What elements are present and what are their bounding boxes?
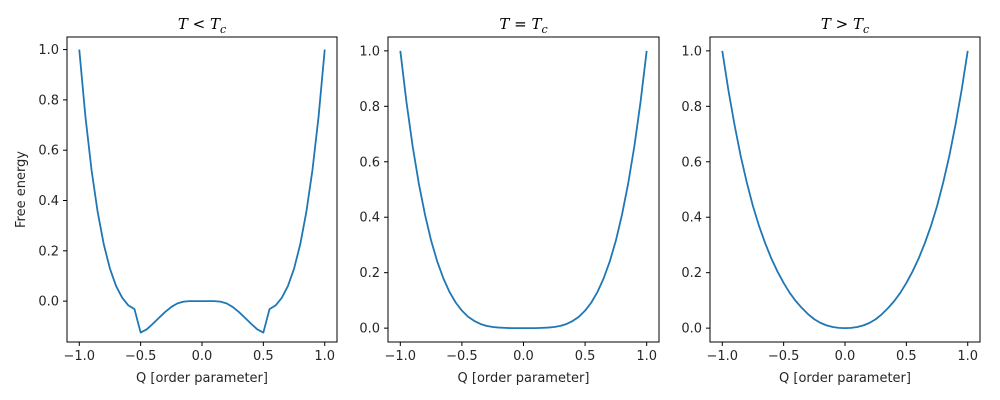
- panel-1-x-tick-label: 1.0: [314, 349, 335, 364]
- panel-3-x-tick-label: −0.5: [768, 349, 800, 364]
- panel-3-x-tick-label: 0.0: [835, 349, 856, 364]
- panel-2-y-tick-label: 0.6: [359, 155, 380, 170]
- panel-2-y-tick-label: 0.2: [359, 266, 380, 281]
- panel-1-y-tick-label: 0.6: [38, 144, 59, 159]
- panel-1-x-tick-label: 0.0: [192, 349, 213, 364]
- panel-1-x-tick-label: −1.0: [63, 349, 95, 364]
- panel-1-series-line-1: [78, 49, 326, 334]
- panel-3-y-tick-label: 0.4: [681, 211, 702, 226]
- panel-1-x-tick-label: 0.5: [253, 349, 274, 364]
- chart-panel-2: −1.0 −0.5 0.0 0.5 1.0 0.0 0.2 0.4 0.6 0.8 1.0 Q [or…: [359, 15, 660, 386]
- chart-panel-1: −1.0 −0.5 0.0 0.5 1.0 0.0 0.2 0.4 0.6 0.8 1.0 Q [or…: [14, 15, 338, 386]
- panel-2-y-tick-label: 0.4: [359, 211, 380, 226]
- panel-3-x-axis-label: Q [order parameter]: [779, 371, 911, 386]
- panel-3-title: T > Tc: [821, 15, 869, 36]
- panel-3-y-tick-label: 0.6: [681, 155, 702, 170]
- panel-1-y-axis-label: Free energy: [14, 151, 29, 228]
- panel-2-x-tick-label: 1.0: [636, 349, 657, 364]
- panel-1-y-tick-label: 0.0: [38, 295, 59, 310]
- panel-1-y-tick-label: 1.0: [38, 43, 59, 58]
- panel-2-x-axis-label: Q [order parameter]: [458, 371, 590, 386]
- panel-3-series-line-1: [721, 50, 969, 330]
- panel-2-x-tick-label: 0.5: [575, 349, 596, 364]
- panel-3-x-tick-label: 1.0: [957, 349, 978, 364]
- panel-2-x-tick-label: −1.0: [385, 349, 417, 364]
- panel-2-x-tick-label: −0.5: [446, 349, 478, 364]
- panel-3-x-tick-label: −1.0: [706, 349, 738, 364]
- panel-3-x-tick-label: 0.5: [896, 349, 917, 364]
- panel-2-y-tick-label: 0.8: [359, 100, 380, 115]
- panel-1-y-tick-label: 0.4: [38, 194, 59, 209]
- panel-2-y-tick-label: 0.0: [359, 322, 380, 337]
- panel-2-x-tick-label: 0.0: [513, 349, 534, 364]
- chart-panel-3: −1.0 −0.5 0.0 0.5 1.0 0.0 0.2 0.4 0.6 0.8 1.0 Q [or…: [681, 15, 981, 386]
- panel-1-x-axis-label: Q [order parameter]: [136, 371, 268, 386]
- panel-2-y-tick-label: 1.0: [359, 44, 380, 59]
- panel-1-title: T < Tc: [178, 15, 226, 36]
- panel-1-x-tick-label: −0.5: [125, 349, 157, 364]
- panel-2-title: T = Tc: [499, 15, 547, 36]
- panel-1-y-tick-label: 0.8: [38, 93, 59, 108]
- panel-2-series-line-1: [399, 50, 648, 330]
- panel-3-y-tick-label: 0.8: [681, 100, 702, 115]
- panel-3-y-tick-label: 0.2: [681, 266, 702, 281]
- panel-3-y-tick-label: 0.0: [681, 322, 702, 337]
- panel-1-y-tick-label: 0.2: [38, 244, 59, 259]
- panel-3-y-tick-label: 1.0: [681, 44, 702, 59]
